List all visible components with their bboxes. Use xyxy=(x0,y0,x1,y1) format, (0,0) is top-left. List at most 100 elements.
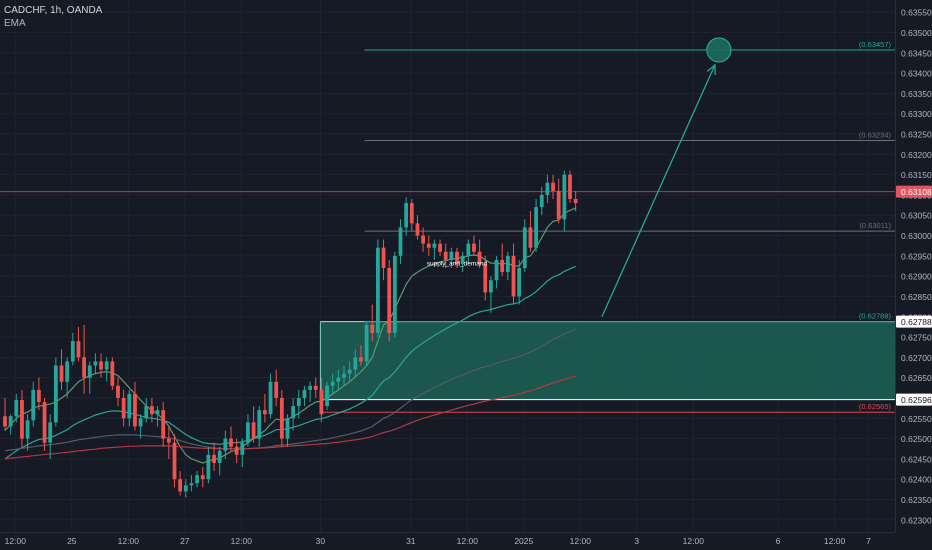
candle xyxy=(466,239,471,264)
symbol-title[interactable]: CADCHF, 1h, OANDA xyxy=(4,5,103,16)
indicator-label[interactable]: EMA xyxy=(4,18,26,29)
candle xyxy=(206,446,211,484)
candle xyxy=(161,402,166,447)
price-axis[interactable]: 0.63550 0.63500 0.63450 0.63400 0.63350 0.633… xyxy=(895,0,932,550)
price-tick-label: 0.62850 xyxy=(901,292,932,302)
price-tick-label: 0.63150 xyxy=(901,170,932,180)
candle xyxy=(438,239,442,256)
candle-body xyxy=(347,369,352,374)
candle xyxy=(421,227,425,252)
candle xyxy=(370,304,375,342)
candle xyxy=(99,353,103,378)
candle-body xyxy=(285,418,290,439)
candle-body xyxy=(353,357,358,370)
time-tick-label: 3 xyxy=(634,536,639,546)
candle xyxy=(308,381,312,403)
candle-body xyxy=(381,247,386,269)
candle xyxy=(347,361,352,382)
candle-body xyxy=(229,438,233,447)
zone-price-tag-bg xyxy=(896,315,932,328)
candle-body xyxy=(127,393,132,419)
candle-body xyxy=(31,389,36,421)
price-tick-label: 0.62300 xyxy=(901,515,932,525)
candle xyxy=(195,471,199,488)
candle-body xyxy=(556,190,561,220)
candle xyxy=(20,389,24,447)
candle xyxy=(200,467,205,488)
time-tick-label: 12:00 xyxy=(457,536,479,546)
time-tick-label: 12:00 xyxy=(5,536,27,546)
candle xyxy=(443,243,448,269)
candle xyxy=(150,397,154,423)
candle-body xyxy=(302,389,307,398)
candle-body xyxy=(364,324,369,362)
candle xyxy=(500,243,505,277)
time-tick-label: 30 xyxy=(316,536,326,546)
candle-body xyxy=(200,475,205,480)
candle xyxy=(279,389,284,447)
level-label: (0.62788) xyxy=(859,312,892,321)
candle-body xyxy=(511,255,516,297)
candle-body xyxy=(240,442,245,455)
price-tick-label: 0.63550 xyxy=(901,8,932,18)
candle-body xyxy=(409,203,414,224)
candle-body xyxy=(178,479,183,492)
candle xyxy=(313,377,318,398)
candle-body xyxy=(494,259,499,281)
candles xyxy=(3,170,578,498)
candle-body xyxy=(528,227,533,248)
candle-body xyxy=(443,251,448,260)
candle-body xyxy=(217,450,222,463)
candle-body xyxy=(449,251,454,260)
time-axis[interactable]: 12:00 25 12:00 27 12:00 30 31 12:00 2025 12:00 3 12… xyxy=(0,532,895,547)
target-arrow xyxy=(601,64,716,318)
candle xyxy=(449,247,454,269)
candle-body xyxy=(415,223,420,236)
candle xyxy=(291,397,296,431)
candle-body xyxy=(25,420,30,439)
candle xyxy=(562,170,567,232)
candle-body xyxy=(319,389,324,415)
candle-body xyxy=(48,422,53,443)
candle xyxy=(409,198,414,232)
candle xyxy=(246,414,250,447)
candle xyxy=(70,333,75,366)
candle-body xyxy=(398,227,403,256)
candle-body xyxy=(268,381,273,415)
candle-body xyxy=(251,422,256,439)
candle xyxy=(545,174,550,204)
candle xyxy=(342,365,346,386)
candle-body xyxy=(370,324,375,334)
candle-body xyxy=(8,416,13,427)
candle xyxy=(65,357,70,398)
candle-body xyxy=(483,263,488,293)
price-tick-label: 0.62550 xyxy=(901,414,932,424)
candle-body xyxy=(517,268,522,297)
candle-body xyxy=(279,397,284,439)
candle xyxy=(522,219,527,273)
current-price-tag-bg xyxy=(896,185,932,198)
candle xyxy=(325,381,329,411)
candle-body xyxy=(313,385,318,390)
candle xyxy=(183,479,188,498)
candle-body xyxy=(296,397,301,407)
candle xyxy=(93,353,98,374)
candle xyxy=(387,259,392,342)
candle-body xyxy=(76,341,81,358)
candle-body xyxy=(104,361,109,370)
candle xyxy=(53,357,58,427)
candle xyxy=(31,381,36,427)
time-tick-label: 12:00 xyxy=(118,536,140,546)
time-tick-label: 7 xyxy=(866,536,871,546)
candle-body xyxy=(257,410,262,439)
candle xyxy=(189,475,194,492)
candle xyxy=(528,211,533,252)
candle xyxy=(539,186,544,216)
candle xyxy=(319,377,324,423)
candle xyxy=(376,239,380,338)
candle-body xyxy=(189,483,194,486)
candle-body xyxy=(505,255,510,273)
candle xyxy=(404,196,409,236)
